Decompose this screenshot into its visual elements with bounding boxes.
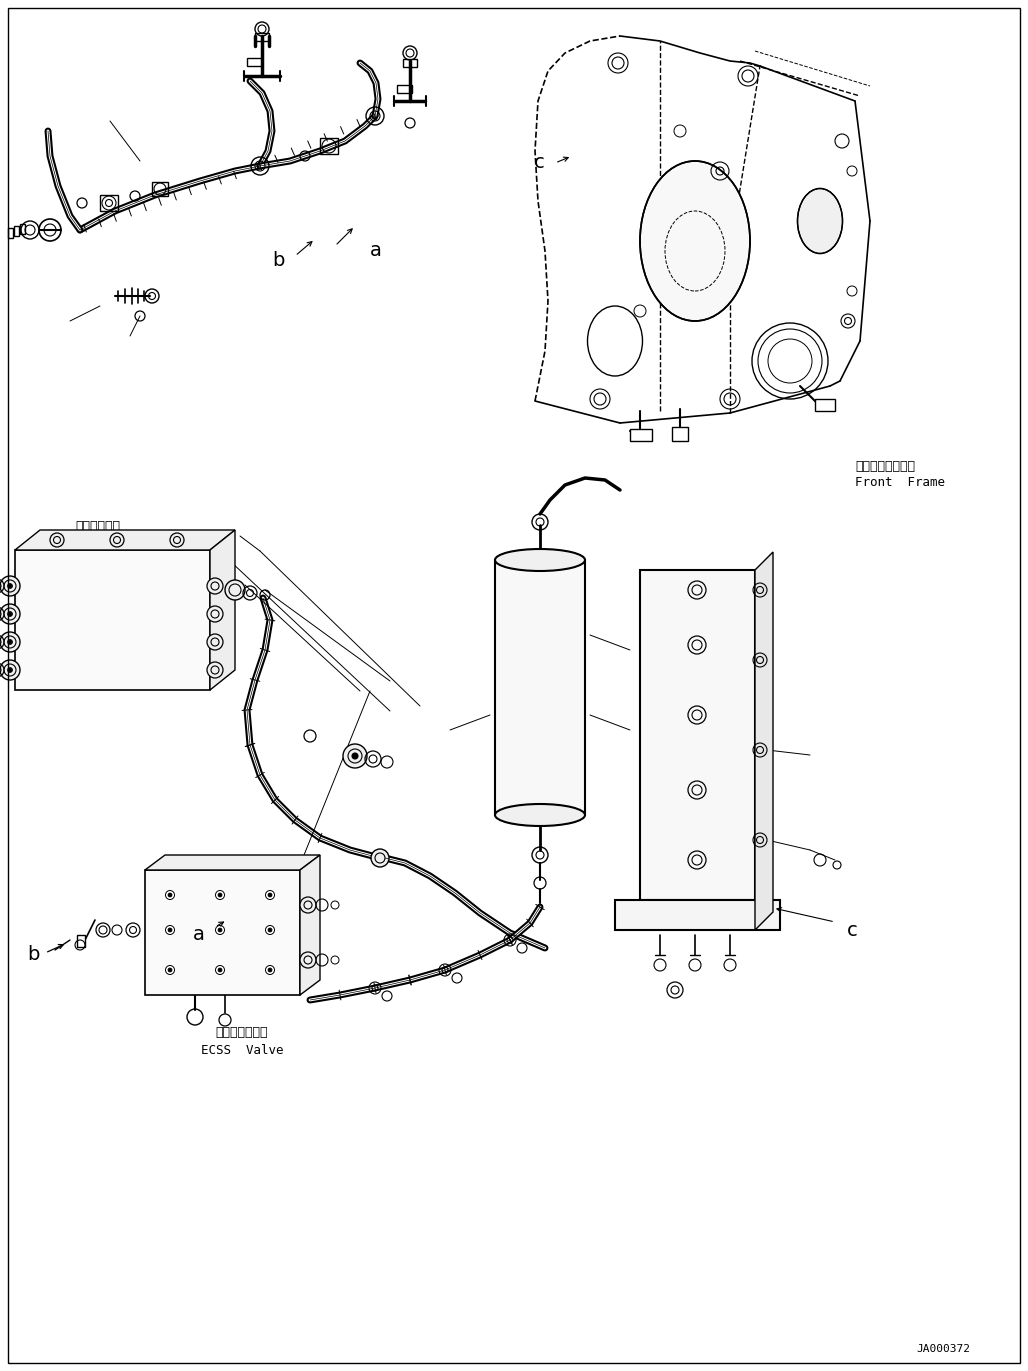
Circle shape	[216, 965, 224, 975]
Ellipse shape	[495, 803, 585, 825]
Polygon shape	[15, 550, 210, 690]
Text: Front  Frame: Front Frame	[855, 477, 945, 489]
Circle shape	[207, 662, 223, 679]
Text: JA000372: JA000372	[916, 1344, 970, 1355]
Circle shape	[7, 584, 12, 588]
Circle shape	[218, 968, 222, 972]
Circle shape	[218, 893, 222, 897]
Bar	[397, 85, 412, 93]
Text: a: a	[193, 925, 205, 945]
Bar	[8, 228, 13, 239]
Text: フロントフレーム: フロントフレーム	[855, 459, 915, 473]
Circle shape	[343, 744, 367, 768]
Circle shape	[7, 611, 12, 617]
Text: メインバルブ: メインバルブ	[75, 520, 120, 532]
Circle shape	[7, 668, 12, 673]
Ellipse shape	[798, 188, 843, 254]
Polygon shape	[640, 570, 755, 899]
Bar	[403, 59, 417, 67]
Bar	[495, 559, 585, 814]
Polygon shape	[755, 553, 773, 930]
Circle shape	[7, 639, 12, 644]
Text: c: c	[847, 920, 857, 939]
Bar	[815, 399, 835, 411]
Circle shape	[218, 928, 222, 932]
Circle shape	[207, 606, 223, 622]
Bar	[77, 935, 85, 947]
Circle shape	[207, 633, 223, 650]
Circle shape	[168, 893, 172, 897]
Text: a: a	[370, 241, 381, 260]
Circle shape	[225, 580, 245, 600]
Circle shape	[216, 925, 224, 935]
Text: b: b	[28, 946, 40, 965]
Circle shape	[265, 891, 274, 899]
Circle shape	[0, 659, 20, 680]
Circle shape	[0, 605, 20, 624]
Bar	[672, 426, 688, 441]
Circle shape	[168, 928, 172, 932]
Circle shape	[126, 923, 140, 936]
Circle shape	[300, 897, 316, 913]
Polygon shape	[15, 531, 235, 550]
Polygon shape	[145, 856, 320, 871]
Circle shape	[168, 968, 172, 972]
Circle shape	[207, 579, 223, 594]
Circle shape	[265, 925, 274, 935]
Circle shape	[268, 968, 272, 972]
Bar	[320, 138, 338, 154]
Bar	[20, 223, 25, 234]
Bar	[14, 226, 19, 236]
Polygon shape	[210, 531, 235, 690]
Ellipse shape	[495, 548, 585, 570]
Text: Main  Valve: Main Valve	[75, 536, 157, 550]
Circle shape	[166, 891, 175, 899]
Polygon shape	[615, 899, 780, 930]
Bar	[630, 429, 652, 441]
Bar	[100, 195, 118, 211]
Text: c: c	[535, 154, 545, 173]
Circle shape	[352, 753, 358, 760]
Polygon shape	[300, 856, 320, 995]
Circle shape	[0, 632, 20, 653]
Circle shape	[216, 891, 224, 899]
Text: ＥＣＳＳバルブ: ＥＣＳＳバルブ	[216, 1027, 268, 1039]
Circle shape	[265, 965, 274, 975]
Bar	[247, 58, 262, 66]
Circle shape	[166, 925, 175, 935]
Text: ECSS  Valve: ECSS Valve	[200, 1043, 284, 1057]
Circle shape	[268, 928, 272, 932]
Circle shape	[371, 849, 389, 866]
Circle shape	[300, 951, 316, 968]
Bar	[255, 33, 269, 41]
Circle shape	[268, 893, 272, 897]
Circle shape	[0, 576, 20, 596]
Polygon shape	[145, 871, 300, 995]
Ellipse shape	[640, 160, 750, 321]
Text: b: b	[272, 251, 285, 270]
Circle shape	[166, 965, 175, 975]
Bar	[152, 182, 168, 196]
